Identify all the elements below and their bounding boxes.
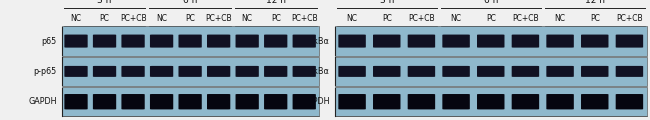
FancyBboxPatch shape [179, 94, 202, 109]
FancyBboxPatch shape [150, 94, 174, 109]
FancyBboxPatch shape [581, 35, 608, 48]
Text: 3 h: 3 h [380, 0, 394, 5]
FancyBboxPatch shape [443, 94, 470, 109]
FancyBboxPatch shape [264, 35, 287, 48]
Text: PC: PC [590, 14, 600, 23]
Text: 3 h: 3 h [98, 0, 112, 5]
FancyBboxPatch shape [150, 66, 174, 77]
FancyBboxPatch shape [64, 94, 88, 109]
FancyBboxPatch shape [235, 94, 259, 109]
Bar [335, 26, 647, 56]
FancyBboxPatch shape [581, 66, 608, 77]
Bar [335, 57, 647, 86]
Text: NC: NC [242, 14, 253, 23]
FancyBboxPatch shape [408, 94, 435, 109]
FancyBboxPatch shape [235, 66, 259, 77]
FancyBboxPatch shape [512, 35, 539, 48]
FancyBboxPatch shape [581, 94, 608, 109]
Bar [62, 87, 318, 116]
FancyBboxPatch shape [477, 35, 504, 48]
Bar [62, 26, 318, 56]
FancyBboxPatch shape [443, 66, 470, 77]
FancyBboxPatch shape [292, 66, 316, 77]
FancyBboxPatch shape [443, 35, 470, 48]
FancyBboxPatch shape [408, 66, 435, 77]
Text: PC: PC [486, 14, 496, 23]
FancyBboxPatch shape [616, 94, 643, 109]
FancyBboxPatch shape [207, 35, 230, 48]
FancyBboxPatch shape [512, 66, 539, 77]
Text: NC: NC [554, 14, 565, 23]
FancyBboxPatch shape [616, 66, 643, 77]
FancyBboxPatch shape [373, 66, 400, 77]
Text: GAPDH: GAPDH [301, 97, 330, 106]
Text: IκBα: IκBα [312, 37, 330, 46]
FancyBboxPatch shape [339, 66, 366, 77]
Text: 6 h: 6 h [183, 0, 198, 5]
FancyBboxPatch shape [179, 35, 202, 48]
FancyBboxPatch shape [93, 35, 116, 48]
Text: PC: PC [99, 14, 109, 23]
FancyBboxPatch shape [547, 35, 574, 48]
FancyBboxPatch shape [547, 66, 574, 77]
FancyBboxPatch shape [339, 35, 366, 48]
FancyBboxPatch shape [373, 94, 400, 109]
FancyBboxPatch shape [93, 94, 116, 109]
FancyBboxPatch shape [64, 66, 88, 77]
FancyBboxPatch shape [235, 35, 259, 48]
FancyBboxPatch shape [292, 35, 316, 48]
FancyBboxPatch shape [64, 35, 88, 48]
FancyBboxPatch shape [122, 66, 145, 77]
Text: PC+CB: PC+CB [120, 14, 146, 23]
FancyBboxPatch shape [477, 94, 504, 109]
Text: PC: PC [382, 14, 392, 23]
FancyBboxPatch shape [150, 35, 174, 48]
Text: NC: NC [450, 14, 462, 23]
FancyBboxPatch shape [408, 35, 435, 48]
FancyBboxPatch shape [122, 35, 145, 48]
Text: 6 h: 6 h [484, 0, 498, 5]
FancyBboxPatch shape [547, 94, 574, 109]
Text: PC+CB: PC+CB [408, 14, 435, 23]
Text: p65: p65 [42, 37, 57, 46]
Text: p-IκBα: p-IκBα [304, 67, 330, 76]
FancyBboxPatch shape [264, 94, 287, 109]
FancyBboxPatch shape [207, 94, 230, 109]
Text: PC: PC [271, 14, 281, 23]
FancyBboxPatch shape [339, 94, 366, 109]
FancyBboxPatch shape [122, 94, 145, 109]
FancyBboxPatch shape [179, 66, 202, 77]
Text: 12 h: 12 h [585, 0, 604, 5]
FancyBboxPatch shape [264, 66, 287, 77]
Bar [62, 57, 318, 86]
FancyBboxPatch shape [616, 35, 643, 48]
FancyBboxPatch shape [512, 94, 539, 109]
Text: NC: NC [346, 14, 358, 23]
Text: NC: NC [70, 14, 81, 23]
Text: PC+CB: PC+CB [512, 14, 539, 23]
Text: PC: PC [185, 14, 195, 23]
Text: PC+CB: PC+CB [616, 14, 643, 23]
FancyBboxPatch shape [207, 66, 230, 77]
FancyBboxPatch shape [93, 66, 116, 77]
FancyBboxPatch shape [292, 94, 316, 109]
FancyBboxPatch shape [373, 35, 400, 48]
Text: NC: NC [156, 14, 167, 23]
Text: 12 h: 12 h [266, 0, 286, 5]
FancyBboxPatch shape [477, 66, 504, 77]
Text: p-p65: p-p65 [33, 67, 57, 76]
Text: PC+CB: PC+CB [291, 14, 318, 23]
Bar [335, 87, 647, 116]
Text: GAPDH: GAPDH [28, 97, 57, 106]
Text: PC+CB: PC+CB [205, 14, 232, 23]
